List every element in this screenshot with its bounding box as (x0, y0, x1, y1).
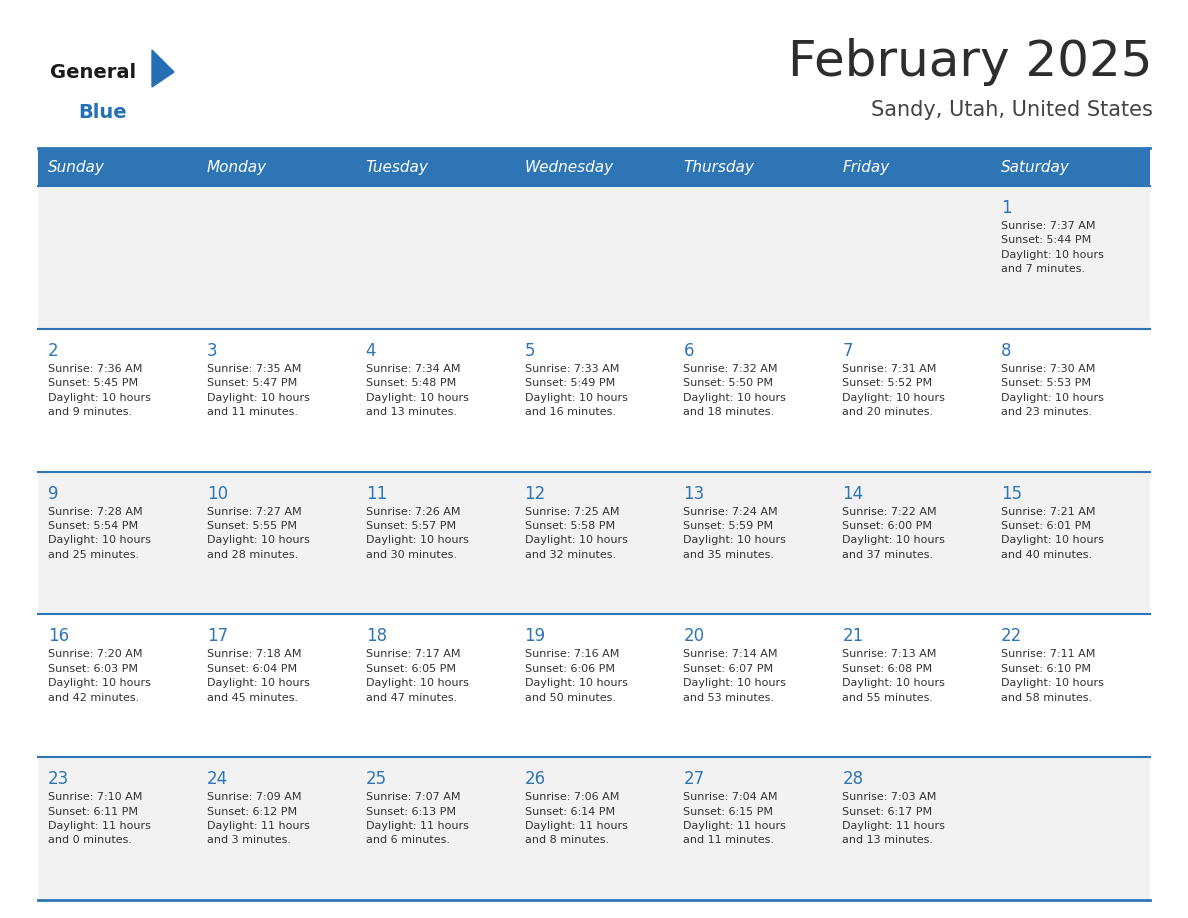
Text: 21: 21 (842, 627, 864, 645)
Text: 26: 26 (525, 770, 545, 789)
Text: February 2025: February 2025 (789, 38, 1154, 86)
Text: 11: 11 (366, 485, 387, 502)
Bar (38, 186, 1150, 329)
Bar (38, 148, 1150, 186)
Text: 14: 14 (842, 485, 864, 502)
Text: Sunrise: 7:14 AM
Sunset: 6:07 PM
Daylight: 10 hours
and 53 minutes.: Sunrise: 7:14 AM Sunset: 6:07 PM Dayligh… (683, 649, 786, 702)
Text: Sandy, Utah, United States: Sandy, Utah, United States (871, 100, 1154, 120)
Text: Sunrise: 7:30 AM
Sunset: 5:53 PM
Daylight: 10 hours
and 23 minutes.: Sunrise: 7:30 AM Sunset: 5:53 PM Dayligh… (1001, 364, 1104, 417)
Text: 15: 15 (1001, 485, 1022, 502)
Bar (38, 472, 1150, 614)
Text: 23: 23 (48, 770, 69, 789)
Text: 13: 13 (683, 485, 704, 502)
Text: Monday: Monday (207, 160, 267, 174)
Text: 3: 3 (207, 341, 217, 360)
Text: Blue: Blue (78, 103, 127, 121)
Bar (38, 757, 1150, 900)
Text: Sunrise: 7:26 AM
Sunset: 5:57 PM
Daylight: 10 hours
and 30 minutes.: Sunrise: 7:26 AM Sunset: 5:57 PM Dayligh… (366, 507, 468, 560)
Text: 10: 10 (207, 485, 228, 502)
Text: 25: 25 (366, 770, 387, 789)
Text: 8: 8 (1001, 341, 1012, 360)
Text: 9: 9 (48, 485, 58, 502)
Text: 1: 1 (1001, 199, 1012, 217)
Text: Sunrise: 7:07 AM
Sunset: 6:13 PM
Daylight: 11 hours
and 6 minutes.: Sunrise: 7:07 AM Sunset: 6:13 PM Dayligh… (366, 792, 468, 845)
Text: Sunrise: 7:03 AM
Sunset: 6:17 PM
Daylight: 11 hours
and 13 minutes.: Sunrise: 7:03 AM Sunset: 6:17 PM Dayligh… (842, 792, 946, 845)
Text: 16: 16 (48, 627, 69, 645)
Text: Sunrise: 7:35 AM
Sunset: 5:47 PM
Daylight: 10 hours
and 11 minutes.: Sunrise: 7:35 AM Sunset: 5:47 PM Dayligh… (207, 364, 310, 417)
Text: Sunrise: 7:09 AM
Sunset: 6:12 PM
Daylight: 11 hours
and 3 minutes.: Sunrise: 7:09 AM Sunset: 6:12 PM Dayligh… (207, 792, 310, 845)
Text: Sunrise: 7:27 AM
Sunset: 5:55 PM
Daylight: 10 hours
and 28 minutes.: Sunrise: 7:27 AM Sunset: 5:55 PM Dayligh… (207, 507, 310, 560)
Text: Saturday: Saturday (1001, 160, 1070, 174)
Text: 27: 27 (683, 770, 704, 789)
Text: Sunrise: 7:21 AM
Sunset: 6:01 PM
Daylight: 10 hours
and 40 minutes.: Sunrise: 7:21 AM Sunset: 6:01 PM Dayligh… (1001, 507, 1104, 560)
Text: Sunrise: 7:37 AM
Sunset: 5:44 PM
Daylight: 10 hours
and 7 minutes.: Sunrise: 7:37 AM Sunset: 5:44 PM Dayligh… (1001, 221, 1104, 274)
Text: Sunrise: 7:34 AM
Sunset: 5:48 PM
Daylight: 10 hours
and 13 minutes.: Sunrise: 7:34 AM Sunset: 5:48 PM Dayligh… (366, 364, 468, 417)
Text: 4: 4 (366, 341, 377, 360)
Text: Sunrise: 7:13 AM
Sunset: 6:08 PM
Daylight: 10 hours
and 55 minutes.: Sunrise: 7:13 AM Sunset: 6:08 PM Dayligh… (842, 649, 946, 702)
Text: 6: 6 (683, 341, 694, 360)
Text: Sunrise: 7:22 AM
Sunset: 6:00 PM
Daylight: 10 hours
and 37 minutes.: Sunrise: 7:22 AM Sunset: 6:00 PM Dayligh… (842, 507, 946, 560)
Text: Sunrise: 7:17 AM
Sunset: 6:05 PM
Daylight: 10 hours
and 47 minutes.: Sunrise: 7:17 AM Sunset: 6:05 PM Dayligh… (366, 649, 468, 702)
Text: Sunday: Sunday (48, 160, 105, 174)
Text: 12: 12 (525, 485, 545, 502)
Text: Sunrise: 7:32 AM
Sunset: 5:50 PM
Daylight: 10 hours
and 18 minutes.: Sunrise: 7:32 AM Sunset: 5:50 PM Dayligh… (683, 364, 786, 417)
Text: Sunrise: 7:33 AM
Sunset: 5:49 PM
Daylight: 10 hours
and 16 minutes.: Sunrise: 7:33 AM Sunset: 5:49 PM Dayligh… (525, 364, 627, 417)
Text: Sunrise: 7:04 AM
Sunset: 6:15 PM
Daylight: 11 hours
and 11 minutes.: Sunrise: 7:04 AM Sunset: 6:15 PM Dayligh… (683, 792, 786, 845)
Text: 2: 2 (48, 341, 58, 360)
Text: 24: 24 (207, 770, 228, 789)
Text: Friday: Friday (842, 160, 890, 174)
Text: Thursday: Thursday (683, 160, 754, 174)
Text: Sunrise: 7:06 AM
Sunset: 6:14 PM
Daylight: 11 hours
and 8 minutes.: Sunrise: 7:06 AM Sunset: 6:14 PM Dayligh… (525, 792, 627, 845)
Text: Sunrise: 7:16 AM
Sunset: 6:06 PM
Daylight: 10 hours
and 50 minutes.: Sunrise: 7:16 AM Sunset: 6:06 PM Dayligh… (525, 649, 627, 702)
Text: Sunrise: 7:11 AM
Sunset: 6:10 PM
Daylight: 10 hours
and 58 minutes.: Sunrise: 7:11 AM Sunset: 6:10 PM Dayligh… (1001, 649, 1104, 702)
Text: Sunrise: 7:28 AM
Sunset: 5:54 PM
Daylight: 10 hours
and 25 minutes.: Sunrise: 7:28 AM Sunset: 5:54 PM Dayligh… (48, 507, 151, 560)
Text: Sunrise: 7:31 AM
Sunset: 5:52 PM
Daylight: 10 hours
and 20 minutes.: Sunrise: 7:31 AM Sunset: 5:52 PM Dayligh… (842, 364, 946, 417)
Text: Sunrise: 7:36 AM
Sunset: 5:45 PM
Daylight: 10 hours
and 9 minutes.: Sunrise: 7:36 AM Sunset: 5:45 PM Dayligh… (48, 364, 151, 417)
Text: Sunrise: 7:24 AM
Sunset: 5:59 PM
Daylight: 10 hours
and 35 minutes.: Sunrise: 7:24 AM Sunset: 5:59 PM Dayligh… (683, 507, 786, 560)
Text: Sunrise: 7:20 AM
Sunset: 6:03 PM
Daylight: 10 hours
and 42 minutes.: Sunrise: 7:20 AM Sunset: 6:03 PM Dayligh… (48, 649, 151, 702)
Text: 7: 7 (842, 341, 853, 360)
Text: 28: 28 (842, 770, 864, 789)
Text: 5: 5 (525, 341, 535, 360)
Text: Sunrise: 7:18 AM
Sunset: 6:04 PM
Daylight: 10 hours
and 45 minutes.: Sunrise: 7:18 AM Sunset: 6:04 PM Dayligh… (207, 649, 310, 702)
Text: Tuesday: Tuesday (366, 160, 429, 174)
Text: 22: 22 (1001, 627, 1023, 645)
Text: Wednesday: Wednesday (525, 160, 614, 174)
Text: 20: 20 (683, 627, 704, 645)
Bar (38, 614, 1150, 757)
Text: General: General (50, 62, 137, 82)
Bar (38, 329, 1150, 472)
Text: Sunrise: 7:25 AM
Sunset: 5:58 PM
Daylight: 10 hours
and 32 minutes.: Sunrise: 7:25 AM Sunset: 5:58 PM Dayligh… (525, 507, 627, 560)
Text: Sunrise: 7:10 AM
Sunset: 6:11 PM
Daylight: 11 hours
and 0 minutes.: Sunrise: 7:10 AM Sunset: 6:11 PM Dayligh… (48, 792, 151, 845)
Text: 19: 19 (525, 627, 545, 645)
Text: 18: 18 (366, 627, 387, 645)
Polygon shape (152, 50, 173, 87)
Text: 17: 17 (207, 627, 228, 645)
